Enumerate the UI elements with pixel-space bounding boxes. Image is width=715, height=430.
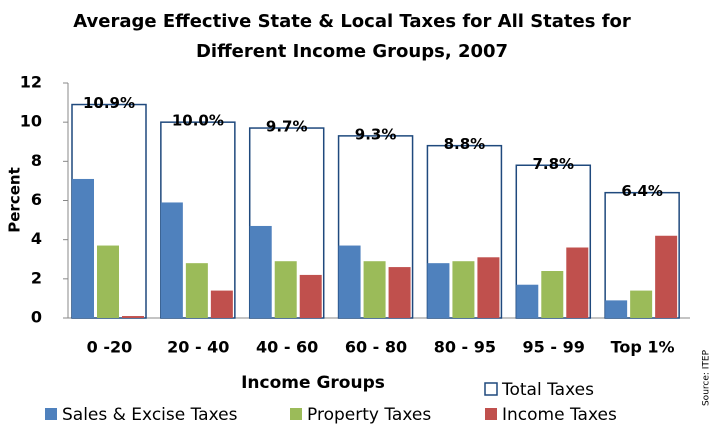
- x-tick-label: 80 - 95: [434, 338, 496, 357]
- legend-label: Property Taxes: [307, 405, 431, 425]
- value-label: 9.7%: [266, 118, 308, 136]
- bar: [452, 261, 475, 318]
- x-tick-label: 20 - 40: [167, 338, 229, 357]
- bar: [210, 290, 233, 318]
- y-tick-label: 4: [31, 229, 42, 248]
- y-tick-label: 10: [20, 112, 42, 131]
- legend-swatch: [290, 408, 302, 420]
- bar: [516, 284, 539, 318]
- bar: [541, 271, 564, 318]
- source-note: Source: ITEP: [702, 349, 712, 406]
- y-tick-label: 2: [31, 268, 42, 287]
- value-label: 8.8%: [444, 135, 486, 153]
- bar: [338, 245, 361, 318]
- value-label: 10.0%: [172, 112, 224, 130]
- legend-label: Total Taxes: [501, 380, 594, 400]
- value-label: 7.8%: [532, 155, 574, 173]
- y-tick-label: 12: [20, 73, 42, 92]
- y-tick-label: 0: [31, 308, 42, 327]
- bar: [160, 202, 183, 318]
- bar: [185, 263, 208, 318]
- y-tick-label: 8: [31, 151, 42, 170]
- bar: [566, 247, 589, 318]
- chart-title: Average Effective State & Local Taxes fo…: [73, 11, 631, 32]
- bar: [427, 263, 450, 318]
- x-tick-label: 60 - 80: [345, 338, 407, 357]
- bar: [477, 257, 500, 318]
- chart-title: Different Income Groups, 2007: [196, 41, 508, 62]
- x-tick-label: 40 - 60: [256, 338, 318, 357]
- bar: [122, 316, 144, 318]
- bar: [605, 300, 628, 318]
- value-label: 6.4%: [621, 182, 663, 200]
- legend-label: Sales & Excise Taxes: [62, 405, 238, 425]
- legend-swatch: [45, 408, 57, 420]
- value-label: 10.9%: [83, 94, 135, 112]
- x-tick-label: Top 1%: [611, 338, 675, 357]
- legend-label: Income Taxes: [502, 405, 617, 425]
- x-tick-label: 0 -20: [87, 338, 133, 357]
- bar: [363, 261, 386, 318]
- x-tick-label: 95 - 99: [523, 338, 585, 357]
- bar: [299, 274, 322, 318]
- value-label: 9.3%: [355, 125, 397, 143]
- bar: [655, 235, 678, 318]
- y-tick-label: 6: [31, 190, 42, 209]
- x-axis-label: Income Groups: [241, 373, 385, 393]
- bar: [388, 267, 411, 318]
- legend-swatch: [485, 408, 497, 420]
- legend-swatch: [484, 382, 498, 396]
- bar: [249, 225, 272, 318]
- bar: [97, 245, 119, 318]
- bar: [72, 178, 94, 318]
- bar: [274, 261, 297, 318]
- y-axis-label: Percent: [6, 167, 24, 232]
- bar: [630, 290, 653, 318]
